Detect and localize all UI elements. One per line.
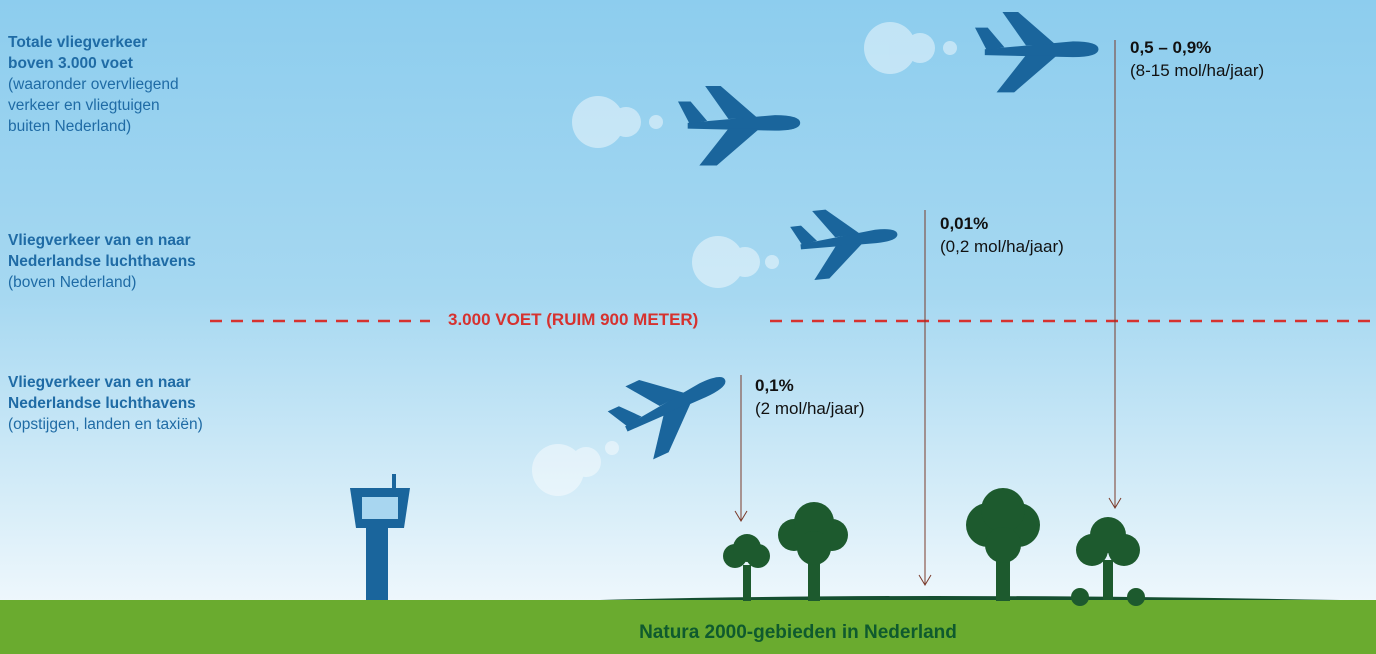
percentage: 0,1% [755, 374, 865, 397]
section-label: Vliegverkeer van en naar Nederlandse luc… [8, 372, 203, 435]
deposition: (2 mol/ha/jaar) [755, 397, 865, 420]
altitude-label: 3.000 VOET (RUIM 900 METER) [440, 310, 706, 330]
section-label: Vliegverkeer van en naar Nederlandse luc… [8, 230, 196, 293]
section-title: Totale vliegverkeer [8, 32, 179, 53]
section-title: Vliegverkeer van en naar [8, 372, 203, 393]
percentage: 0,5 – 0,9% [1130, 36, 1264, 59]
section-description: (opstijgen, landen en taxiën) [8, 414, 203, 435]
section-description: (boven Nederland) [8, 272, 196, 293]
contribution: 0,5 – 0,9% (8-15 mol/ha/jaar) [1130, 36, 1264, 82]
section-title: Vliegverkeer van en naar [8, 230, 196, 251]
contribution: 0,1% (2 mol/ha/jaar) [755, 374, 865, 420]
section-description: verkeer en vliegtuigen [8, 95, 179, 116]
page: {"sections": [ {"title": ["Totale vliegv… [0, 0, 1376, 654]
section-title: Nederlandse luchthavens [8, 251, 196, 272]
body: Totale vliegverkeer boven 3.000 voet (wa… [0, 0, 1376, 654]
section-description: (waaronder overvliegend [8, 74, 179, 95]
deposition: (0,2 mol/ha/jaar) [940, 235, 1064, 258]
contribution: 0,01% (0,2 mol/ha/jaar) [940, 212, 1064, 258]
control-tower [350, 474, 410, 600]
section-title: Nederlandse luchthavens [8, 393, 203, 414]
percentage: 0,01% [940, 212, 1064, 235]
trees [723, 488, 1145, 606]
section-description: buiten Nederland) [8, 116, 179, 137]
ground-label: Natura 2000-gebieden in Nederland [0, 622, 1376, 644]
deposition: (8-15 mol/ha/jaar) [1130, 59, 1264, 82]
clouds [532, 22, 957, 496]
infographic: Totale vliegverkeer boven 3.000 voet (wa… [0, 0, 1376, 654]
forest-floor [600, 596, 1340, 600]
section-title: boven 3.000 voet [8, 53, 179, 74]
section-label: Totale vliegverkeer boven 3.000 voet (wa… [8, 32, 179, 137]
